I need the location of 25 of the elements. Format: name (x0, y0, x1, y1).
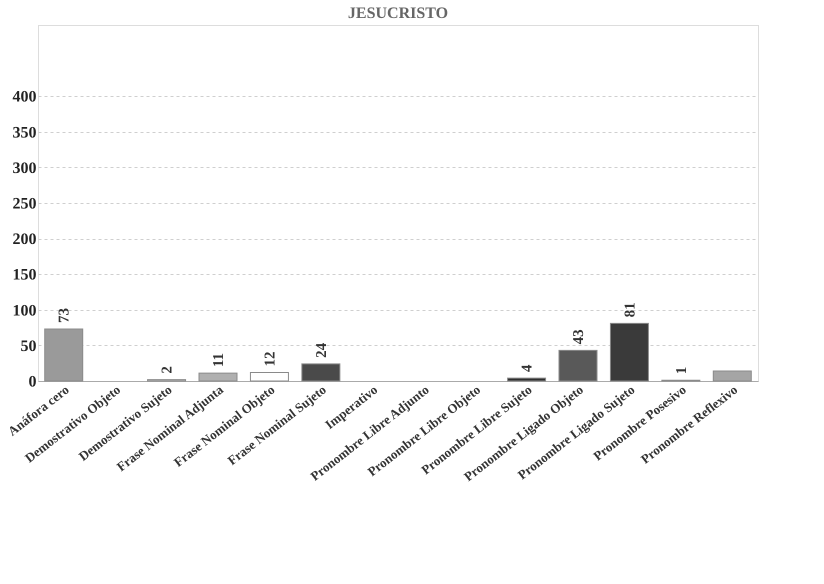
y-tick-label: 200 (12, 231, 36, 248)
data-label: 73 (56, 308, 73, 324)
y-tick-label: 150 (12, 266, 36, 284)
data-label: 4 (520, 364, 536, 372)
y-tick-label: 0 (28, 374, 36, 390)
bar (507, 378, 546, 382)
y-tick-label: 300 (12, 160, 36, 177)
data-label: 43 (571, 329, 587, 344)
chart-title: JESUCRISTO (348, 5, 448, 22)
data-label: 1 (674, 366, 690, 374)
y-tick-label: 250 (12, 196, 36, 212)
data-label: 24 (314, 342, 330, 358)
data-label: 11 (211, 352, 227, 368)
data-label: 81 (622, 302, 638, 318)
bar (558, 350, 598, 382)
data-label: 12 (262, 351, 278, 366)
bar (44, 328, 84, 382)
bar (301, 363, 340, 382)
bar (250, 372, 289, 382)
y-tick-label: 50 (20, 338, 36, 355)
y-tick-label: 350 (12, 124, 36, 142)
bar (610, 322, 649, 382)
y-tick-label: 100 (12, 302, 36, 320)
data-label: 2 (160, 366, 176, 374)
y-tick-label: 400 (12, 88, 36, 106)
